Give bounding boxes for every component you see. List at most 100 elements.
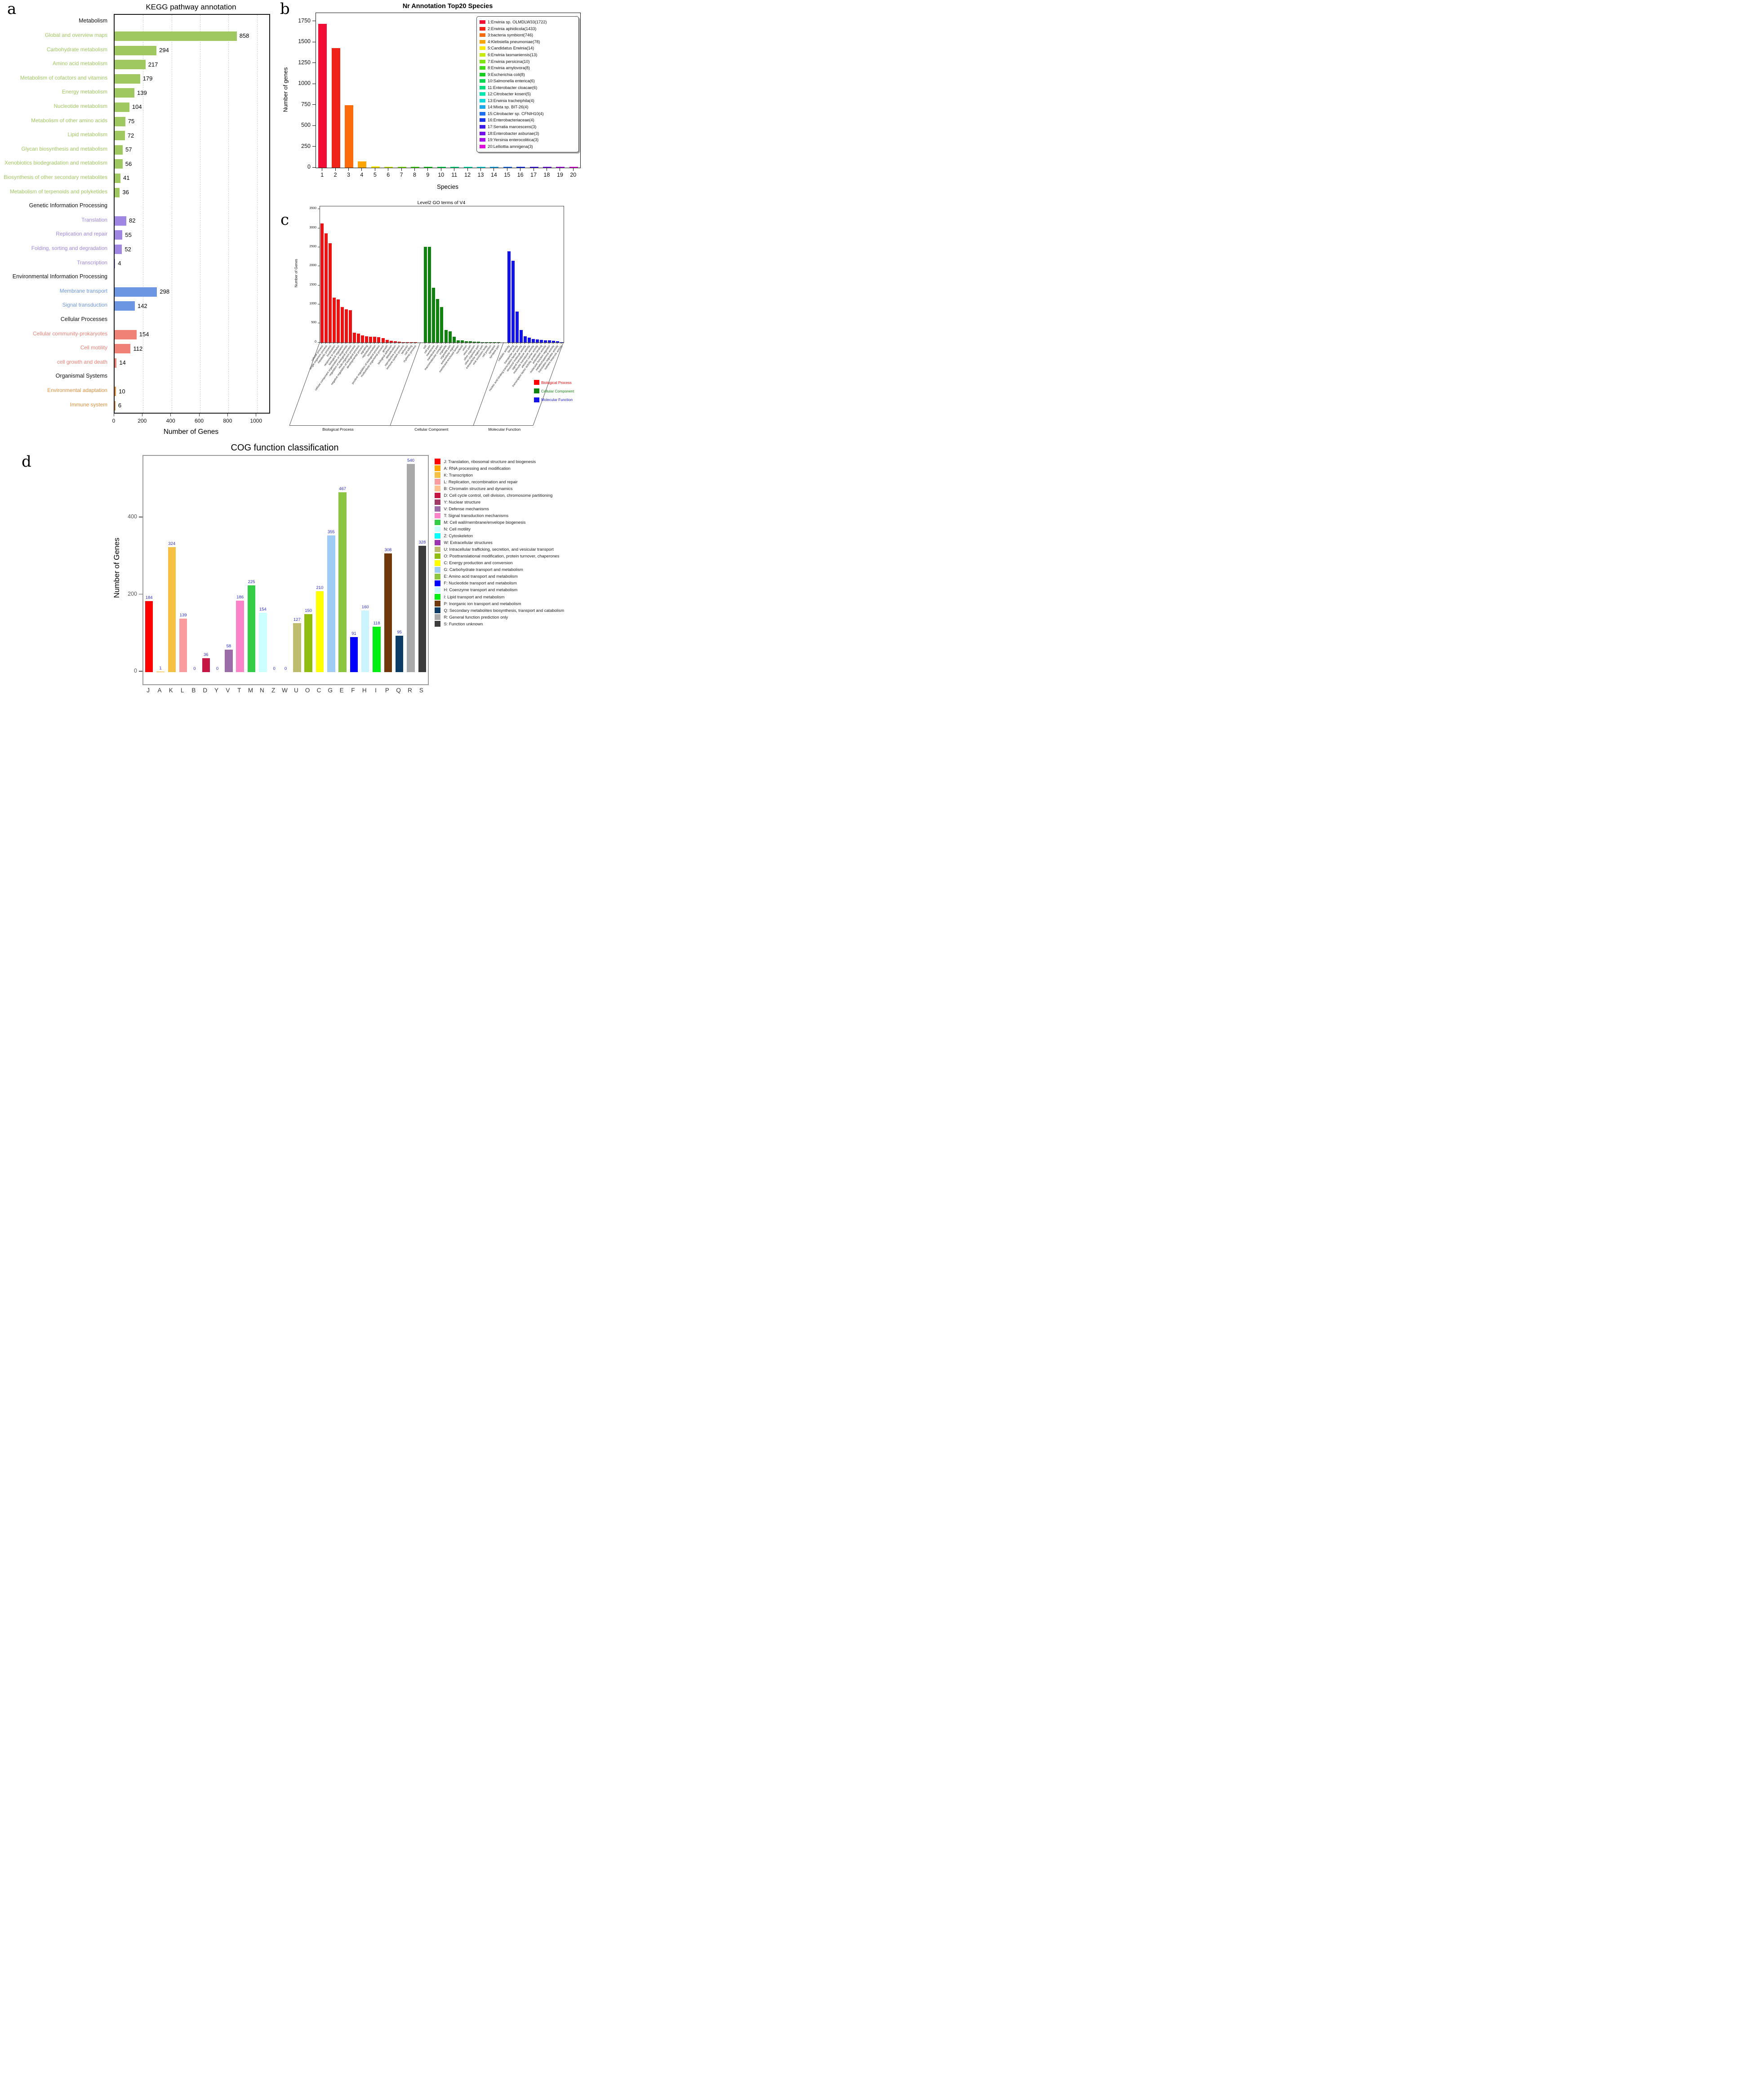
kegg-bar [115,88,135,98]
legend-item: R: General function prediction only [435,614,508,620]
go-x-tick-mark [329,342,330,344]
cog-bar [247,585,256,672]
kegg-row-label: Replication and repair [56,231,107,237]
x-tick-label: 18 [543,171,550,178]
legend-color-chip [435,519,440,526]
kegg-bar-value: 6 [118,402,122,409]
go-bar [320,223,324,343]
x-tick-mark [335,168,336,171]
legend-color-chip [435,526,440,532]
x-tick-label: 7 [400,171,403,178]
legend-item: I: Lipid transport and metabolism [435,594,504,600]
legend-item-label: 13:Erwinia tracheiphila(4) [488,98,534,103]
kegg-bar [115,401,116,410]
nr-bar [437,166,446,168]
legend-color-chip [480,79,485,83]
legend-item-label: P: Inorganic ion transport and metabolis… [444,601,521,606]
legend-color-chip [435,601,440,606]
x-tick-label: 14 [490,171,497,178]
legend-item: V: Defense mechanisms [435,506,489,512]
kegg-bar-value: 52 [125,245,131,253]
legend-item-label: J: Translation, ribosomal structure and … [444,459,536,464]
x-tick-label: 19 [556,171,563,178]
kegg-bar [115,187,120,197]
kegg-row-label: Cellular community-prokaryotes [33,330,107,337]
y-tick-mark [312,62,316,63]
kegg-row-label: Energy metabolism [62,89,107,95]
legend-item: M: Cell wall/membrane/envelope biogenesi… [435,519,525,526]
kegg-bar-value: 36 [122,189,129,196]
legend-color-chip [480,33,485,37]
go-bar [511,260,515,343]
go-bar [353,332,356,343]
legend-item-label: 10:Salmonella enterica(6) [488,79,535,84]
kegg-bar [115,74,140,84]
legend-color-chip [435,499,440,505]
nr-bar [345,105,353,168]
legend-item-label: 20:Lelliottia amnigena(3) [488,144,533,149]
legend-color-chip [435,539,440,546]
go-plot-area [320,206,564,343]
x-tick-label: 3 [347,171,350,178]
legend-item: 18:Enterobacter asburiae(3) [480,130,576,137]
nr-bar [529,166,538,168]
legend-item-label: U: Intracellular trafficking, secretion,… [444,547,554,552]
legend-color-chip [435,621,440,627]
kegg-row-label: Metabolism of terpenoids and polyketides [9,188,107,195]
cog-bar-value: 0 [284,666,287,671]
x-tick-mark [480,168,481,171]
kegg-category-header: Cellular Processes [60,316,107,322]
kegg-row-label: Signal transduction [62,302,107,308]
y-tick-label: 0 [315,340,316,343]
kegg-bar [115,301,135,311]
nr-bar [516,166,525,168]
cog-bar-value: 1 [159,666,162,671]
go-bar [539,339,543,343]
x-tick-label: 15 [504,171,511,178]
go-bar [556,341,559,343]
kegg-bar-value: 56 [125,160,132,167]
legend-item-label: 7:Erwinia persicina(10) [488,59,530,64]
nr-bar [424,166,433,168]
legend-item-label: I: Lipid transport and metabolism [444,594,505,599]
cog-x-letter: P [385,687,389,694]
cog-x-letter: O [305,687,310,694]
cog-bar-value: 210 [316,585,324,591]
y-tick-label: 1250 [298,59,311,66]
legend-item-label: 14:Mixta sp. BIT-26(4) [488,105,529,110]
cog-bar [304,614,312,672]
legend-color-chip [435,479,440,485]
cog-bar [327,535,335,672]
kegg-bar-value: 104 [132,103,142,111]
go-bar [460,340,464,343]
kegg-bar-value: 14 [119,359,126,366]
go-bar [464,341,468,343]
cog-bar-value: 308 [384,548,392,553]
legend-item: L: Replication, recombination and repair [435,479,518,485]
go-bar [333,298,336,343]
legend-color-chip [480,46,485,50]
cog-bar-value: 186 [236,594,244,600]
go-x-tick-mark [516,342,517,344]
panel-c-go-terms-chart: c Level2 GO terms of V4 Number of Genes … [277,199,584,442]
go-bar [337,299,340,343]
go-bar [401,342,405,343]
cog-x-letter: B [191,687,196,694]
legend-item-label: V: Defense mechanisms [444,506,489,511]
legend-color-chip [435,560,440,566]
go-y-axis: 0 500 1000 1500 2000 2500 3000 3500 [277,206,320,343]
x-tick-label: 9 [426,171,430,178]
go-bar [493,342,496,343]
y-tick-label: 2500 [309,245,316,248]
legend-item: N: Cell motility [435,526,471,532]
legend-item: 1:Erwinia sp. OLMDLW33(1722) [480,19,576,26]
x-tick-label: 1 [320,171,324,178]
legend-item-label: 19:Yersinia enterocolitica(3) [488,138,539,143]
kegg-bar [115,60,146,70]
y-tick-mark [312,146,316,147]
legend-color-chip [480,98,485,103]
kegg-row-label: Transcription [77,259,107,266]
cog-x-letter: F [351,687,355,694]
kegg-row-label: Folding, sorting and degradation [31,245,107,252]
